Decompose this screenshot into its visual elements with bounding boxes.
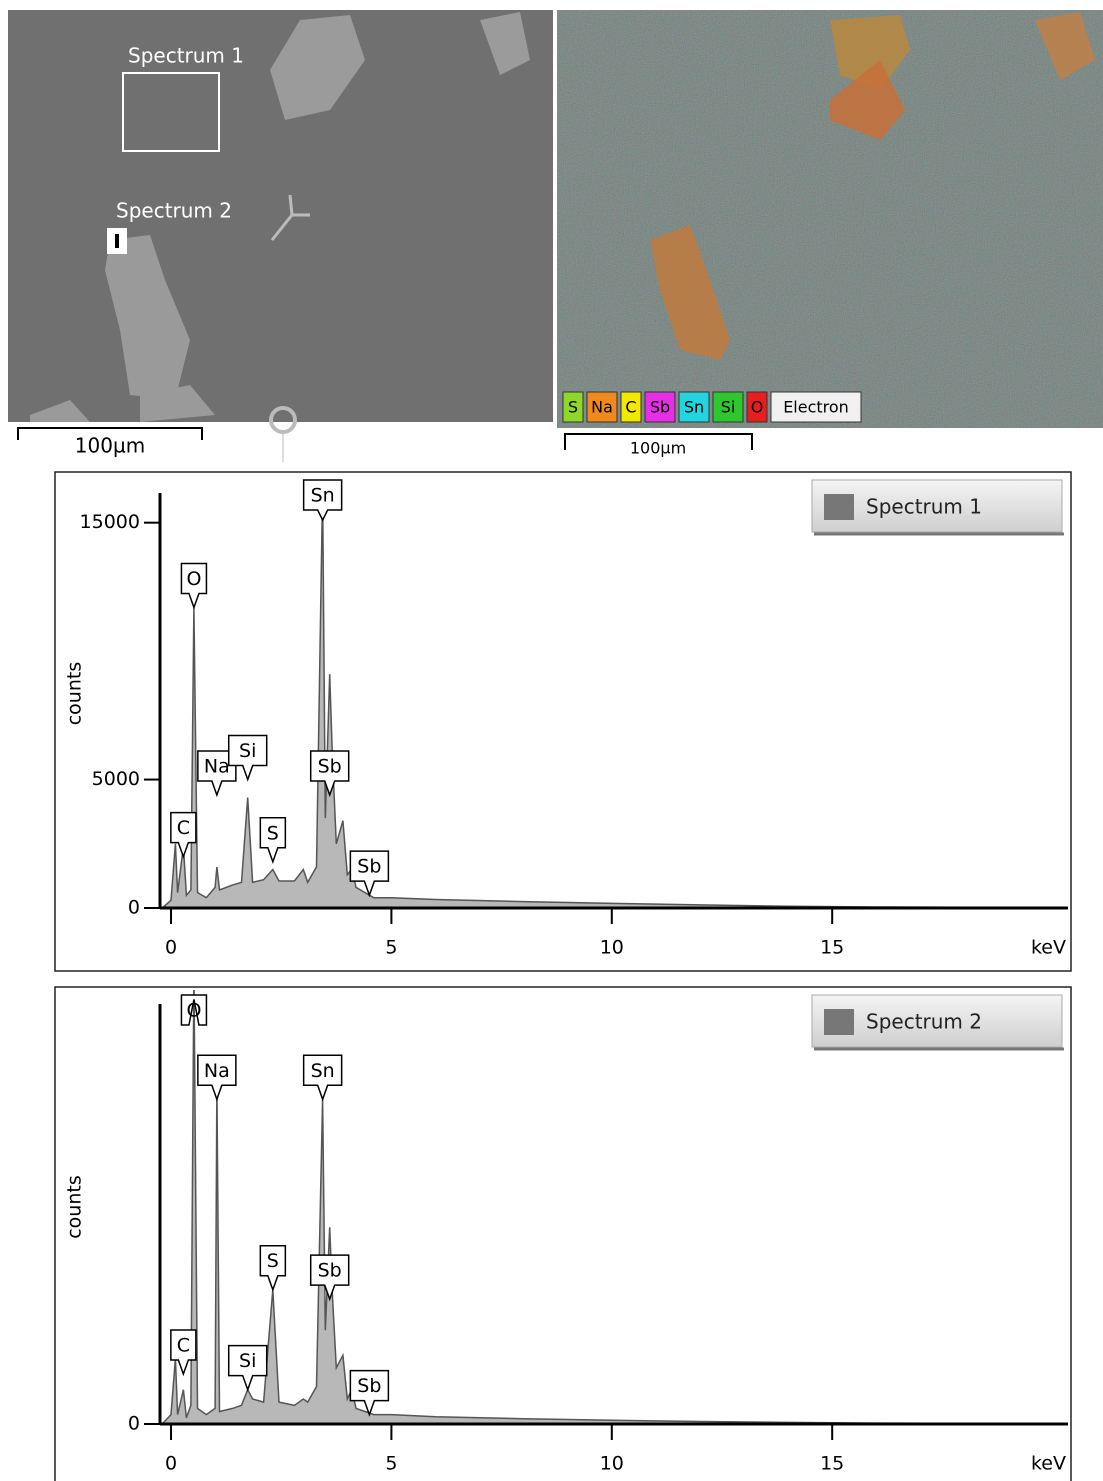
peak-label-box	[259, 1244, 287, 1292]
x-tick-label: 0	[165, 937, 177, 959]
x-tick-label: 15	[820, 1453, 844, 1475]
peak-label-box	[180, 994, 208, 1026]
sem-image: Spectrum 1 Spectrum 2 100µm	[8, 10, 553, 462]
particle	[830, 60, 905, 140]
legend-swatch	[824, 1009, 854, 1035]
peak-label: Na	[204, 755, 230, 777]
y-tick-label: 5000	[92, 768, 140, 790]
legend-chip-label: Si	[721, 398, 736, 417]
particle	[140, 385, 215, 422]
legend-chip	[644, 391, 676, 423]
legend-chip-label: Sn	[684, 398, 704, 417]
x-tick-label: 5	[385, 1453, 397, 1475]
peak-label: Sn	[311, 485, 335, 507]
peak-label: O	[186, 1000, 201, 1022]
peak-label: Na	[204, 1060, 230, 1082]
peak-label-box	[170, 1329, 197, 1377]
legend-chip	[770, 391, 862, 423]
scale-bar	[17, 427, 203, 440]
legend-chip-label: Sb	[650, 398, 670, 417]
particle	[830, 15, 910, 90]
legend-chip	[620, 391, 642, 423]
peak-label: Sb	[318, 1260, 342, 1282]
spectrum-area	[160, 489, 1067, 909]
peak-label-box	[302, 1054, 343, 1102]
x-tick-label: 0	[165, 1453, 177, 1475]
peak-label: Sn	[311, 1060, 335, 1082]
legend-chip-label: Electron	[783, 398, 849, 417]
x-tick-label: 5	[385, 937, 397, 959]
peak-label-box	[309, 1254, 350, 1302]
peak-label: Sb	[318, 755, 342, 777]
map-legend: S Na C Sb Sn Si O Electron	[562, 391, 862, 423]
peak-label: C	[177, 817, 190, 839]
peak-label: O	[186, 568, 201, 590]
particle	[270, 15, 365, 120]
scale-bar	[564, 433, 753, 450]
region-box	[122, 72, 220, 152]
peak-label-box	[170, 811, 197, 859]
x-tick-label: 10	[600, 937, 624, 959]
peak-label-box	[349, 850, 390, 898]
particle	[650, 225, 730, 360]
legend-swatch	[824, 494, 854, 520]
peak-label: S	[267, 1250, 279, 1272]
y-tick-label: 15000	[80, 511, 140, 533]
legend-chip	[678, 391, 710, 423]
legend-chip-label: C	[625, 398, 636, 417]
y-axis-label: counts	[64, 662, 86, 726]
peak-label-box	[227, 734, 268, 782]
legend-chip-label: S	[568, 398, 578, 417]
particle	[30, 400, 90, 422]
spectrum-chart: Spectrum 2 0 0 5 10 15 keV counts C O Na Si S Sn Sb Sb	[64, 990, 1068, 1475]
peak-label: Sb	[357, 856, 381, 878]
map-noise	[557, 10, 1103, 428]
peak-label-box	[180, 562, 208, 610]
crack	[270, 194, 310, 241]
legend-chip	[746, 391, 768, 423]
peak-label-box	[309, 750, 350, 798]
panel-frame	[54, 986, 1072, 1481]
x-axis-label: keV	[1031, 937, 1066, 959]
particle	[105, 235, 190, 400]
peak-label-box	[197, 1054, 237, 1102]
eds-map: S Na C Sb Sn Si O Electron 100µm	[557, 10, 1103, 458]
particle	[480, 12, 530, 75]
spectrum-area	[160, 990, 1067, 1425]
legend-chip	[712, 391, 744, 423]
x-tick-label: 15	[820, 937, 844, 959]
region-label: Spectrum 1	[128, 44, 244, 68]
legend-chip	[586, 391, 618, 423]
particle	[1035, 12, 1095, 80]
spectrum-chart: Spectrum 1 0 5000 15000 0 5 10 15 keV counts C O Na S…	[64, 479, 1068, 959]
legend-chip	[562, 391, 584, 423]
scale-bar-label: 100µm	[630, 439, 686, 458]
y-axis-label: counts	[64, 1175, 86, 1239]
legend-chip-label: O	[751, 398, 764, 417]
peak-label: Sb	[357, 1375, 381, 1397]
x-tick-label: 10	[600, 1453, 624, 1475]
legend-label: Spectrum 2	[866, 1010, 982, 1034]
peak-label-box	[349, 1369, 390, 1417]
peak-label-box	[227, 1344, 268, 1392]
peak-label: S	[267, 822, 279, 844]
x-axis-label: keV	[1031, 1453, 1066, 1475]
region-label: Spectrum 2	[116, 199, 232, 223]
scale-bar-label: 100µm	[75, 434, 145, 458]
region-marker	[115, 234, 119, 248]
y-tick-label: 0	[128, 1413, 140, 1435]
panel-frame	[54, 471, 1072, 972]
peak-label: Si	[239, 740, 256, 762]
y-tick-label: 0	[128, 897, 140, 919]
legend-chip-label: Na	[591, 398, 613, 417]
peak-label: Si	[239, 1350, 256, 1372]
peak-label-box	[259, 817, 287, 864]
legend-label: Spectrum 1	[866, 495, 982, 519]
peak-label-box	[302, 479, 343, 522]
peak-label: C	[177, 1335, 190, 1357]
